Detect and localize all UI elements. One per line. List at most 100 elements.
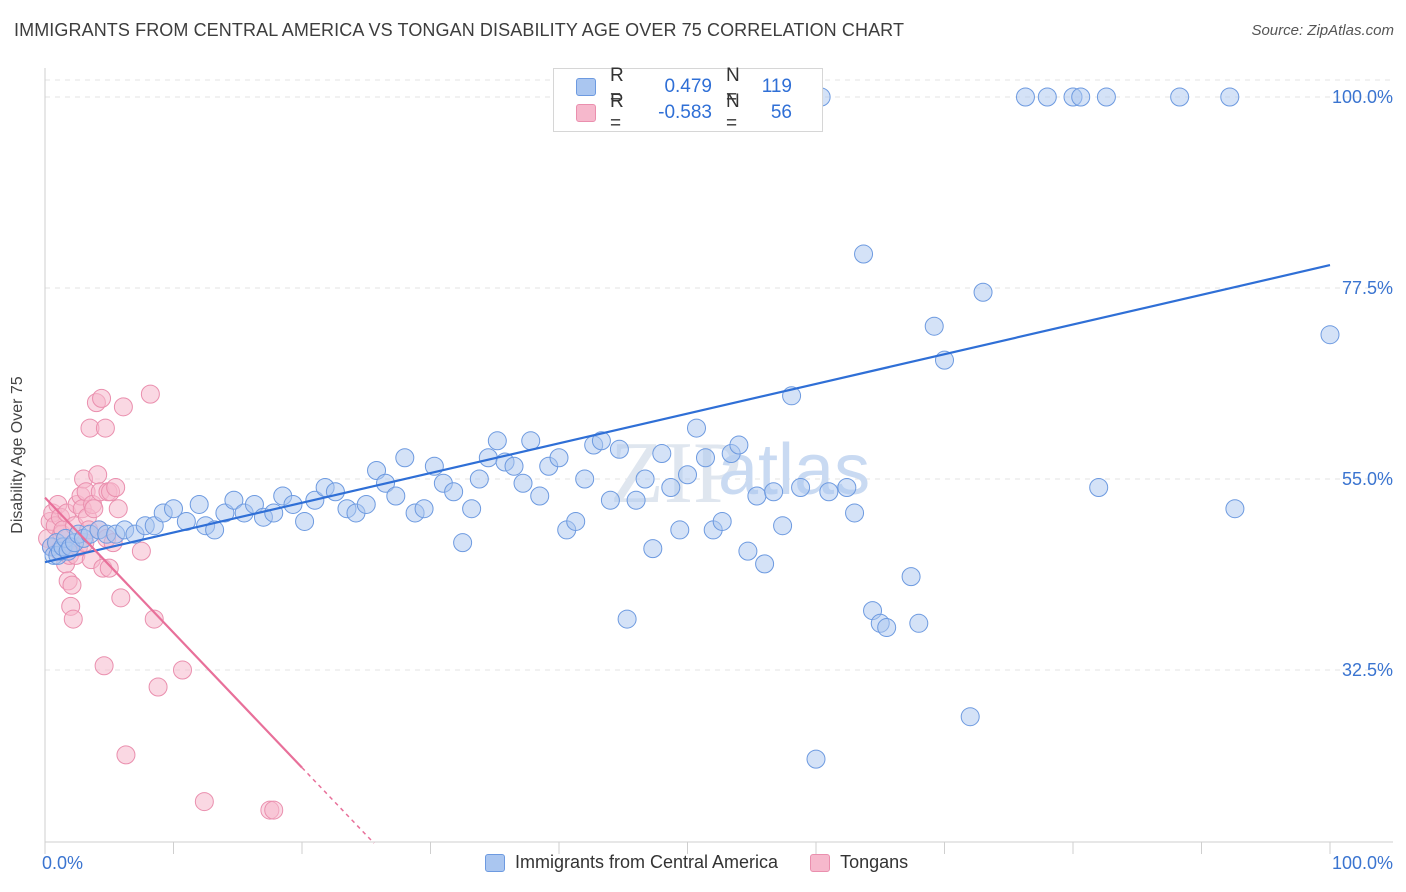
central-america-point [1170, 87, 1190, 107]
central-america-point [973, 282, 993, 302]
legend-r-value: 0.479 [664, 76, 712, 97]
axes [44, 68, 1393, 854]
tongans-trendline-extension [301, 767, 375, 844]
tongans-point [94, 656, 114, 676]
central-america-point [521, 431, 541, 451]
tongans-points [38, 384, 284, 820]
legend-n-value: 56 [770, 102, 792, 123]
central-america-point [386, 486, 406, 506]
central-america-point [819, 482, 839, 502]
central-america-point [325, 482, 345, 502]
x-tick-label: 100.0% [1332, 853, 1393, 873]
gridlines [45, 79, 1393, 671]
central-america-point [747, 486, 767, 506]
central-america-point [1220, 87, 1240, 107]
central-america-point [1015, 87, 1035, 107]
central-america-point [837, 477, 857, 497]
central-america-point [670, 520, 690, 540]
tongans-point [131, 541, 151, 561]
central-america-point [1225, 499, 1245, 519]
central-america-point [530, 486, 550, 506]
central-america-point [414, 499, 434, 519]
central-america-point [764, 482, 784, 502]
tongans-point [111, 588, 131, 608]
central-america-point [462, 499, 482, 519]
central-america-point [395, 448, 415, 468]
central-america-point [755, 554, 775, 574]
central-america-point [738, 541, 758, 561]
central-america-point [1071, 87, 1091, 107]
central-america-point [591, 431, 611, 451]
legend-swatch-pink [810, 853, 831, 872]
central-america-point [453, 533, 473, 553]
legend-r-label: R = [610, 65, 624, 108]
y-tick-label: 55.0% [1342, 469, 1393, 489]
chart-title: IMMIGRANTS FROM CENTRAL AMERICA VS TONGA… [14, 20, 905, 40]
legend-n-value: 119 [761, 76, 792, 97]
central-america-point [1096, 87, 1116, 107]
tongans-point [108, 499, 128, 519]
tongans-point [106, 477, 126, 497]
tongans-point [99, 558, 119, 578]
central-america-point [652, 444, 672, 464]
series-legend: Immigrants from Central America Tongans [485, 852, 940, 873]
central-america-point [487, 431, 507, 451]
central-america-point [566, 511, 586, 531]
legend-n-label: N = [726, 91, 740, 134]
source-label: Source: ZipAtlas.com [1251, 22, 1394, 39]
central-america-point [806, 749, 826, 769]
central-america-point [444, 482, 464, 502]
central-america-point [617, 609, 637, 629]
central-america-point [686, 418, 706, 438]
tongans-point [144, 609, 164, 629]
central-america-point [205, 520, 225, 540]
central-america-point [469, 469, 489, 489]
legend-swatch-blue [485, 853, 505, 872]
legend-item-central-america[interactable]: Immigrants from Central America [485, 852, 778, 873]
central-america-point [164, 499, 183, 519]
tongans-point [95, 418, 115, 438]
central-america-point [877, 618, 897, 638]
tongans-point [92, 388, 112, 408]
y-tick-label: 77.5% [1342, 278, 1393, 298]
tongans-point [140, 384, 160, 404]
central-america-point [513, 473, 533, 493]
central-america-point [626, 490, 646, 510]
legend-label: Tongans [840, 852, 909, 872]
central-america-point [695, 448, 715, 468]
central-america-point [661, 477, 681, 497]
central-america-trendline [44, 264, 1331, 564]
legend-row-tongans: R = -0.583 N = 56 [576, 91, 792, 134]
legend-swatch-pink [576, 104, 596, 122]
tongans-point [62, 575, 82, 595]
y-tick-label: 100.0% [1332, 87, 1393, 107]
central-america-point [960, 707, 980, 727]
legend-r-value: -0.583 [658, 102, 712, 123]
tongans-trendline [44, 496, 303, 769]
legend-item-tongans[interactable]: Tongans [810, 852, 908, 873]
central-america-point [224, 490, 244, 510]
y-tick-label: 32.5% [1342, 660, 1393, 680]
tongans-point [264, 800, 284, 820]
tongans-point [148, 677, 168, 697]
central-america-point [575, 469, 595, 489]
central-america-point [189, 494, 209, 514]
legend-n-label: N = [726, 65, 740, 108]
watermark: ZIP atlas [610, 425, 870, 522]
tongans-point [84, 499, 104, 519]
central-america-point [678, 465, 697, 485]
central-america-point [600, 490, 620, 510]
central-america-point [791, 477, 811, 497]
central-america-points [41, 87, 1340, 769]
legend-r-label: R = [610, 91, 624, 134]
central-america-point [609, 439, 629, 459]
central-america-point [773, 516, 793, 536]
central-america-point [264, 503, 284, 523]
central-america-point [729, 435, 749, 455]
central-america-point [1320, 325, 1340, 345]
central-america-point [504, 456, 524, 476]
tongans-point [116, 745, 136, 765]
tongans-point [172, 660, 192, 680]
tongans-point [63, 609, 83, 629]
